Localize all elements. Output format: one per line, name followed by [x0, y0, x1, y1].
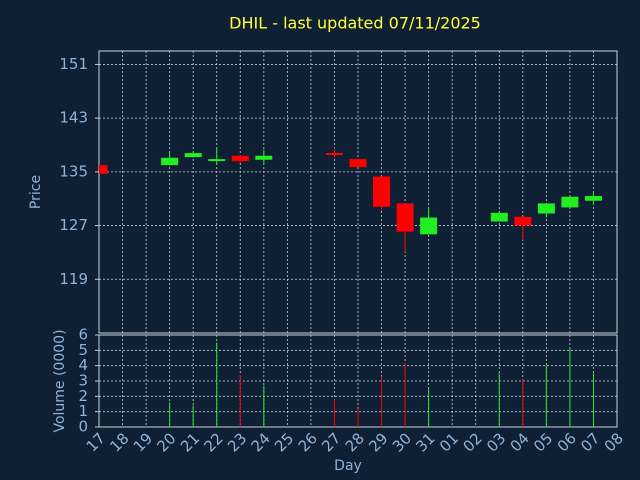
- x-tick-label: 01: [436, 429, 462, 455]
- candle-body: [184, 153, 202, 158]
- candle-body: [255, 155, 273, 160]
- x-tick-label: 08: [601, 429, 627, 455]
- candle-body: [349, 159, 367, 168]
- x-tick-label: 25: [271, 429, 297, 455]
- x-tick-label: 29: [365, 429, 391, 455]
- candle-body: [161, 157, 179, 166]
- chart-title: DHIL - last updated 07/11/2025: [229, 14, 481, 33]
- y-tick-label: 151: [59, 55, 88, 73]
- candle-body: [208, 159, 226, 162]
- x-tick-label: 27: [318, 429, 344, 455]
- y-tick-label: 127: [59, 216, 88, 234]
- y-tick-label: 135: [59, 162, 88, 180]
- x-tick-label: 02: [460, 429, 486, 455]
- x-tick-label: 30: [389, 429, 415, 455]
- x-tick-label: 07: [577, 429, 603, 455]
- x-tick-label: 23: [224, 429, 250, 455]
- y-axis-label: Price: [28, 175, 44, 209]
- candle-body: [325, 153, 343, 156]
- y-tick-label: 119: [59, 270, 88, 288]
- x-tick-label: 28: [342, 429, 368, 455]
- candle-body: [514, 216, 532, 226]
- x-tick-label: 04: [507, 429, 533, 455]
- y-tick-label: 2: [78, 387, 88, 405]
- candle-body: [490, 212, 508, 222]
- y-tick-label: 143: [59, 109, 88, 127]
- candle-body: [584, 196, 602, 201]
- x-tick-label: 20: [153, 429, 179, 455]
- y-axis-label: Volume (0000): [52, 329, 68, 432]
- x-tick-label: 21: [177, 429, 203, 455]
- x-tick-label: 06: [554, 429, 580, 455]
- y-tick-label: 1: [78, 402, 88, 420]
- x-tick-label: 31: [412, 429, 438, 455]
- candle-body: [561, 196, 579, 208]
- candle-body: [537, 203, 555, 214]
- candle-body: [231, 155, 249, 162]
- x-axis-label: Day: [334, 458, 362, 474]
- y-tick-label: 3: [78, 372, 88, 390]
- y-tick-label: 6: [78, 326, 88, 344]
- y-tick-label: 5: [78, 341, 88, 359]
- candle-body: [99, 165, 108, 174]
- x-tick-label: 03: [483, 429, 509, 455]
- y-tick-label: 4: [78, 356, 88, 374]
- candle-body: [396, 203, 414, 232]
- x-tick-label: 22: [201, 429, 227, 455]
- x-tick-label: 24: [248, 429, 274, 455]
- y-tick-label: 0: [78, 418, 88, 436]
- candle-body: [373, 176, 391, 207]
- candle-body: [420, 217, 438, 235]
- x-tick-label: 05: [530, 429, 556, 455]
- x-tick-label: 19: [130, 429, 156, 455]
- x-tick-label: 18: [106, 429, 132, 455]
- x-tick-label: 26: [295, 429, 321, 455]
